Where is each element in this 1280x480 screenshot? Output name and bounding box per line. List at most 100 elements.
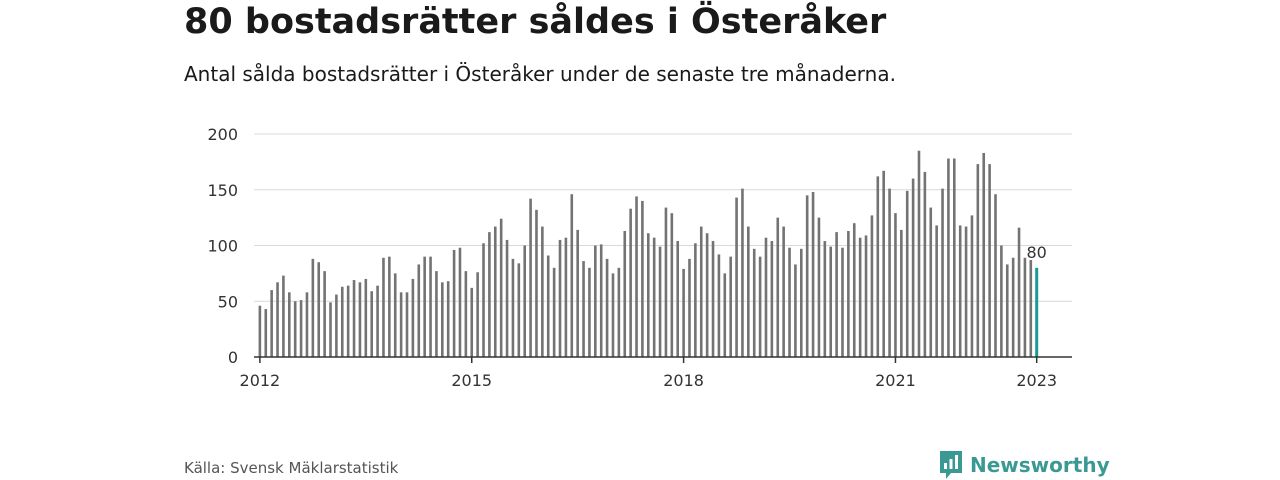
bar (894, 213, 897, 357)
bar (817, 217, 821, 358)
bar (929, 207, 933, 357)
y-tick-label: 150 (207, 181, 238, 200)
x-tick-label: 2015 (451, 371, 492, 390)
brand-name: Newsworthy (970, 453, 1110, 477)
bar (505, 239, 509, 357)
bar (423, 256, 426, 357)
bar (1023, 257, 1027, 357)
bar (935, 225, 938, 357)
bar (452, 249, 456, 357)
bar (747, 226, 750, 357)
bar (276, 282, 279, 357)
bar (429, 256, 432, 357)
bar (841, 247, 844, 357)
bar (499, 218, 503, 357)
newsworthy-logo-icon (940, 451, 962, 479)
bar (829, 246, 833, 357)
bar (399, 292, 403, 357)
bar (641, 200, 644, 357)
bar (699, 226, 703, 357)
bar (335, 294, 338, 357)
bar (646, 233, 650, 357)
bar (888, 188, 891, 357)
bar (323, 271, 326, 357)
bar (411, 278, 415, 357)
bar (352, 280, 356, 357)
chart-title: 80 bostadsrätter såldes i Österåker (184, 2, 887, 42)
x-axis-ticks: 2012 2015 2018 2021 2023 (240, 357, 1057, 390)
bar (876, 176, 880, 357)
bar (488, 232, 491, 357)
bar (776, 217, 780, 358)
bar (493, 226, 497, 357)
bar (576, 229, 579, 357)
bar (564, 237, 568, 357)
bar (770, 241, 774, 357)
bar (388, 256, 391, 357)
bar (582, 261, 585, 357)
bar (676, 241, 680, 357)
bar (541, 226, 544, 357)
bar (299, 300, 303, 357)
bar (752, 248, 756, 357)
bars (258, 150, 1039, 358)
bar-chart: 0 50 100 150 200 2012 2015 2018 2021 2023 80 (207, 125, 1072, 390)
bar (741, 188, 744, 357)
bar (511, 258, 515, 357)
bar (611, 273, 615, 358)
bar (923, 171, 927, 357)
bar (405, 292, 409, 357)
bar (782, 226, 785, 357)
bar (570, 194, 574, 357)
bar (258, 305, 262, 357)
bar (288, 292, 291, 357)
bar (317, 262, 321, 357)
bar (988, 164, 991, 357)
bar (293, 301, 297, 357)
bar (970, 215, 974, 357)
bar (594, 245, 597, 357)
bar (464, 271, 468, 357)
bar (482, 243, 485, 357)
bar (900, 229, 903, 357)
y-tick-label: 0 (228, 348, 238, 367)
bar (458, 247, 462, 357)
bar (882, 170, 885, 357)
bar (729, 256, 732, 357)
bar (470, 287, 474, 357)
bar (305, 292, 309, 357)
bar (558, 239, 562, 357)
brand-logo[interactable]: Newsworthy (938, 450, 1110, 480)
x-tick-label: 2012 (240, 371, 281, 390)
bar (629, 208, 632, 357)
bar (623, 231, 627, 357)
bar (976, 164, 980, 357)
bar (1005, 264, 1009, 357)
bar (847, 231, 850, 357)
bar (823, 241, 827, 357)
bar (535, 209, 538, 357)
bar (340, 286, 344, 357)
bar-highlight (1035, 267, 1039, 357)
bar (805, 195, 809, 357)
bar (858, 237, 862, 357)
bar (852, 223, 856, 357)
bar (588, 267, 591, 357)
bar (941, 188, 944, 357)
bar (311, 258, 315, 357)
bar (546, 255, 550, 357)
y-tick-label: 200 (207, 125, 238, 144)
bar (835, 232, 838, 357)
bar (688, 258, 691, 357)
bar (670, 213, 674, 357)
bar (441, 282, 444, 357)
bar (905, 190, 909, 357)
bar (982, 152, 986, 357)
bar (599, 244, 603, 357)
bar (517, 263, 521, 357)
bar (788, 247, 791, 357)
bar (435, 271, 438, 357)
bar (635, 196, 638, 357)
last-value-label: 80 (1027, 243, 1047, 262)
x-tick-label: 2018 (663, 371, 704, 390)
